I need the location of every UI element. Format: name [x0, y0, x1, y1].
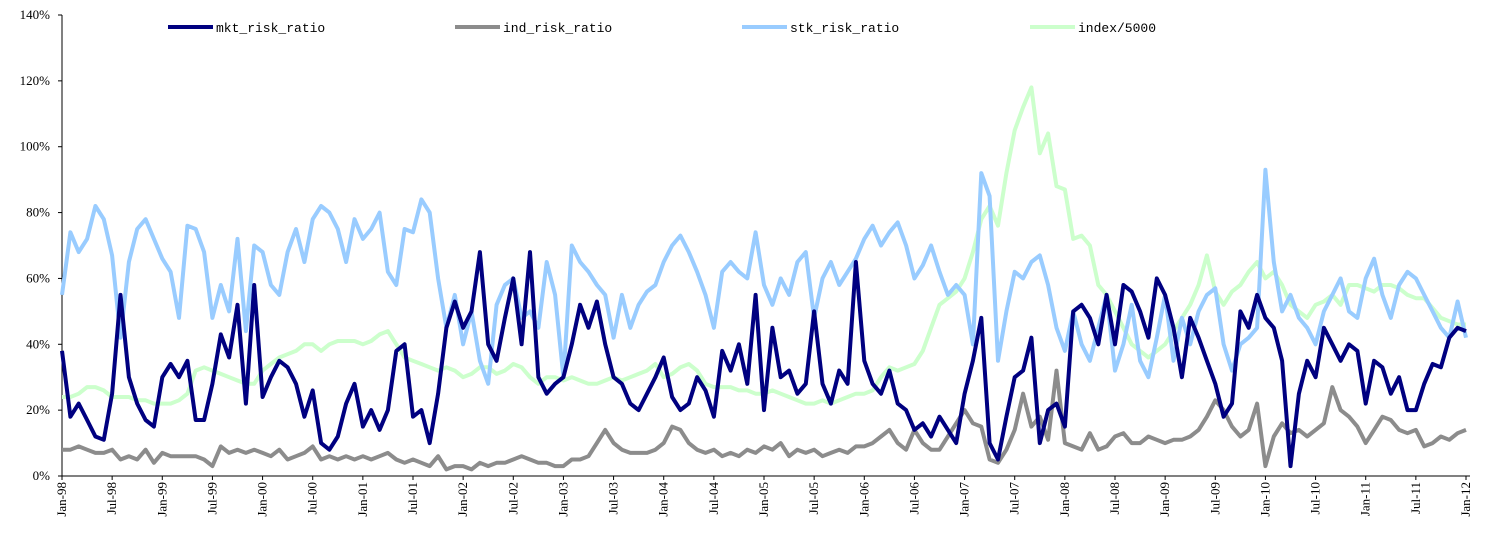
x-tick-label: Jan-05	[756, 482, 771, 517]
series-line	[62, 368, 1467, 472]
x-tick-label: Jan-98	[54, 482, 69, 517]
x-tick-label: Jan-10	[1257, 482, 1272, 517]
x-tick-label: Jul-02	[505, 482, 520, 515]
legend-label: ind_risk_ratio	[503, 21, 612, 36]
x-tick-label: Jul-99	[204, 482, 219, 515]
x-tick-label: Jan-09	[1157, 482, 1172, 517]
y-tick-label: 60%	[26, 270, 50, 285]
x-tick-label: Jul-10	[1308, 482, 1323, 515]
x-tick-label: Jul-05	[806, 482, 821, 515]
legend-label: mkt_risk_ratio	[216, 21, 325, 36]
y-tick-label: 140%	[20, 7, 51, 22]
legend-label: index/5000	[1078, 21, 1156, 36]
y-tick-label: 40%	[26, 336, 50, 351]
x-tick-label: Jul-08	[1107, 482, 1122, 515]
y-tick-label: 120%	[20, 73, 51, 88]
x-tick-label: Jan-07	[957, 482, 972, 517]
y-tick-label: 100%	[20, 139, 51, 154]
y-tick-label: 80%	[26, 205, 50, 220]
x-tick-label: Jul-11	[1408, 482, 1423, 514]
x-tick-label: Jul-03	[606, 482, 621, 515]
series-line	[60, 250, 1467, 469]
x-tick-label: Jan-00	[255, 482, 270, 517]
y-tick-label: 20%	[26, 402, 50, 417]
x-tick-label: Jan-08	[1057, 482, 1072, 517]
x-tick-label: Jan-12	[1458, 482, 1473, 517]
legend-label: stk_risk_ratio	[790, 21, 899, 36]
x-tick-label: Jan-99	[154, 482, 169, 517]
series-line	[62, 85, 1466, 406]
x-tick-label: Jan-03	[555, 482, 570, 517]
x-tick-label: Jul-06	[906, 482, 921, 515]
x-tick-label: Jan-02	[455, 482, 470, 517]
y-tick-label: 0%	[33, 468, 51, 483]
x-tick-label: Jan-01	[355, 482, 370, 517]
x-tick-label: Jul-07	[1007, 482, 1022, 515]
x-tick-label: Jul-00	[305, 482, 320, 515]
x-tick-label: Jan-06	[856, 482, 871, 517]
series-line	[60, 167, 1468, 386]
x-tick-label: Jan-11	[1358, 482, 1373, 516]
x-tick-label: Jul-01	[405, 482, 420, 515]
x-tick-label: Jul-98	[104, 482, 119, 515]
x-tick-label: Jul-09	[1207, 482, 1222, 515]
x-tick-label: Jul-04	[706, 482, 721, 515]
x-tick-label: Jan-04	[656, 482, 671, 517]
